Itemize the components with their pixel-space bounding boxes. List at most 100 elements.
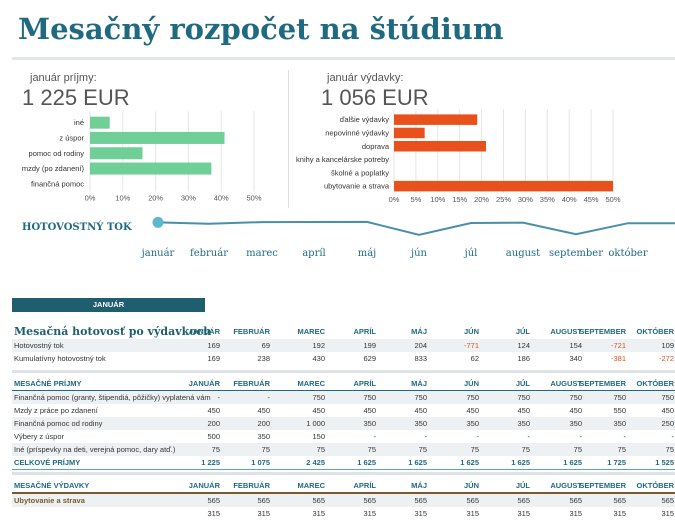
expense-category-label: školné a poplatky [331,168,389,177]
table-cell: 169 [207,354,220,363]
month-column-header: MÁJ [411,379,427,388]
table-cell: 340 [569,354,582,363]
table-cell: 75 [521,445,530,454]
expense-tick-label: 10% [430,195,445,204]
cashflow-point [152,216,164,228]
expense-tick-label: 15% [452,195,467,204]
table-cell: 2 425 [306,458,325,467]
expense-tick-label: 0% [389,195,400,204]
expense-header-row: MESAČNÉ VÝDAVKY JANUÁR FEBRUÁR MAREC APRÍL M… [12,479,675,494]
expense-tick-label: 5% [410,195,421,204]
table-cell: 1 625 [511,458,530,467]
table-cell: 199 [363,341,376,350]
table-cell: 169 [207,341,220,350]
table-cell: 350 [613,419,626,428]
income-table-title: MESAČNÉ PRÍJMY [14,379,82,388]
table-cell: 75 [470,445,479,454]
month-column-header: MAREC [297,481,326,490]
expense-bar [394,114,478,125]
table-cell: 186 [517,354,530,363]
table-cell: 750 [466,393,479,402]
table-cell: 1 225 [201,458,220,467]
income-total: 1 225 EUR [22,85,130,110]
month-column-header: MÁJ [411,481,427,490]
table-cell: 238 [257,354,270,363]
table-cell: 565 [414,496,427,505]
expense-category-label: ubytovanie a strava [324,182,390,191]
table-cell: 565 [312,496,325,505]
table-cell: 350 [517,419,530,428]
table-cell: 565 [257,496,270,505]
income-total-row: CELKOVÉ PRÍJMY 1 225 1 075 2 425 1 625 1 625 1… [12,456,675,470]
table-cell: - [217,393,221,402]
table-cell: 315 [257,509,270,518]
expense-category-label: doprava [362,142,390,151]
expense-table: MESAČNÉ VÝDAVKY JANUÁR FEBRUÁR MAREC APRÍL M… [12,479,675,520]
income-category-label: pomoc od rodiny [29,149,85,158]
income-tick-label: 20% [148,194,163,203]
month-column-header: FEBRUÁR [233,327,270,336]
table-cell: 1 000 [306,419,325,428]
table-cell: 75 [261,445,270,454]
table-cell: 204 [414,341,427,350]
table-cell: 154 [569,341,582,350]
income-tick-label: 40% [214,194,229,203]
table-cell: 192 [312,341,325,350]
table-cell: 565 [613,496,626,505]
month-column-header: JANUÁR [188,327,220,336]
table-cell: 315 [312,509,325,518]
table-cell: 124 [517,341,530,350]
table-cell: 450 [257,406,270,415]
income-tick-label: 0% [85,194,96,203]
month-column-header: AUGUST [550,481,582,490]
month-column-header: FEBRUÁR [233,481,270,490]
table-cell: -272 [658,354,674,363]
section-separator [12,472,675,475]
income-header-row: MESAČNÉ PRÍJMY JANUÁR FEBRUÁR MAREC APRÍL MÁ… [12,377,675,391]
table-cell: -771 [463,341,479,350]
row-label: Hotovostný tok [14,341,64,350]
cashflow-label: HOTOVOSTNÝ TOK [22,221,132,233]
table-cell: 450 [569,406,582,415]
table-cell: 69 [261,341,270,350]
income-row: Mzdy z práce po zdanení 450 450 450 450 450 45… [12,404,675,417]
table-cell: -721 [610,341,626,350]
cashflow-month-label: september [549,248,603,259]
table-cell: - [424,432,428,441]
income-row: Iné (príspevky na deti, verejná pomoc, d… [12,443,675,456]
table-cell: 350 [414,419,427,428]
table-cell: 315 [414,509,427,518]
cashflow-month-label: marec [246,248,278,259]
table-cell: 565 [661,496,674,505]
month-column-header: JANUÁR [188,481,220,490]
table-cell: 315 [363,509,376,518]
row-label: Iné (príspevky na deti, verejná pomoc, d… [14,445,176,454]
table-cell: 315 [569,509,582,518]
income-category-label: iné [74,118,84,127]
expense-table-title: MESAČNÉ VÝDAVKY [14,481,90,490]
table-cell: 75 [211,445,220,454]
income-category-label: mzdy (po zdanení) [22,164,85,173]
income-row: Výbery z úspor 500 350 150 - - - - - - - [12,430,675,443]
table-cell: 750 [363,393,376,402]
table-cell: 62 [470,354,479,363]
table-cell: 315 [613,509,626,518]
table-cell: 500 [207,432,220,441]
sheet-tab-january[interactable]: JANUÁR [12,298,205,312]
expense-tick-label: 35% [540,195,555,204]
cashflow-month-label: február [190,248,228,259]
month-column-header: AUGUST [550,327,582,336]
cashflow-line [157,220,675,236]
table-cell: 150 [312,432,325,441]
table-cell: 565 [569,496,582,505]
cashflow-month-label: júl [464,248,478,259]
month-column-header: OKTÓBER [636,481,675,490]
cash-summary-table: Mesačná hotovosť po výdavkoch JANUÁR FEBR… [12,324,675,365]
table-cell: 450 [363,406,376,415]
row-label: Kumulatívny hotovostný tok [14,354,106,363]
month-column-header: SEPTEMBER [579,379,626,388]
row-label: Výbery z úspor [14,432,65,441]
